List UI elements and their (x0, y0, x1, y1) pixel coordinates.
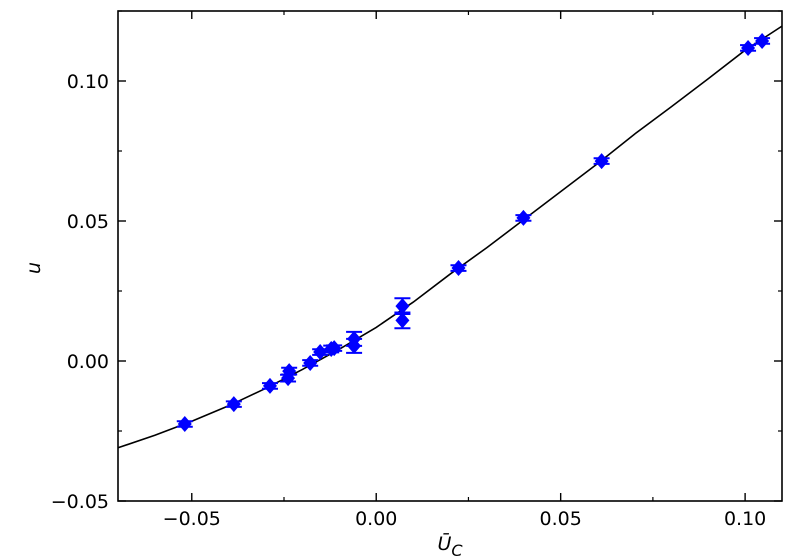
x-tick-label: 0.00 (355, 508, 397, 530)
x-tick-label: 0.05 (540, 508, 582, 530)
x-tick-label: 0.10 (724, 508, 766, 530)
point (451, 260, 466, 277)
y-tick-label: 0.00 (67, 351, 109, 373)
point (226, 396, 241, 413)
y-tick-label: 0.10 (67, 71, 109, 93)
x-axis-label-sub: C (451, 541, 463, 557)
point (262, 377, 277, 394)
fit-line (117, 25, 783, 449)
point (755, 32, 770, 49)
point (282, 363, 297, 380)
point (313, 344, 328, 361)
y-tick-label: 0.05 (67, 211, 109, 233)
point (516, 209, 531, 226)
point (327, 340, 342, 357)
point (177, 416, 192, 432)
plot-frame (117, 10, 783, 502)
x-tick-label: −0.05 (163, 508, 221, 530)
x-axis-label: ŪC (437, 531, 463, 557)
point (395, 298, 410, 315)
y-tick-label: −0.05 (51, 491, 109, 513)
x-axis-label-main: Ū (437, 531, 451, 555)
y-axis-label: u (23, 262, 45, 274)
point (303, 354, 318, 371)
point (594, 153, 609, 170)
point (347, 337, 362, 354)
point (741, 39, 756, 56)
point (395, 312, 410, 329)
